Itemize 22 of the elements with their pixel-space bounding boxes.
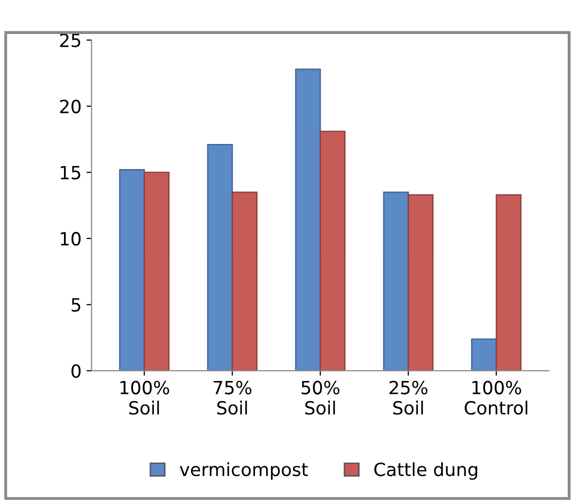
legend-label: Cattle dung xyxy=(374,462,478,480)
x-tick-label: 100% Control xyxy=(464,380,528,415)
bar xyxy=(383,192,409,371)
y-tick-label: 20 xyxy=(60,100,81,114)
y-tick-label: 10 xyxy=(60,232,81,246)
bar xyxy=(119,169,145,371)
bar xyxy=(471,338,497,371)
x-tick-label: 25% Soil xyxy=(390,380,428,415)
bar xyxy=(232,192,258,371)
y-tick-label: 5 xyxy=(72,298,80,312)
bar xyxy=(496,194,522,371)
y-tick-label: 15 xyxy=(60,166,80,180)
legend-label: vermicompost xyxy=(180,462,308,480)
bar xyxy=(408,194,434,371)
bar xyxy=(295,68,321,371)
y-tick-label: 0 xyxy=(72,364,81,378)
x-tick-label: 75% Soil xyxy=(214,380,252,415)
bar xyxy=(207,144,233,371)
x-tick-label: 100% Soil xyxy=(120,380,170,415)
bar xyxy=(144,172,170,371)
x-tick-label: 50% Soil xyxy=(302,380,340,415)
bar xyxy=(320,130,346,371)
